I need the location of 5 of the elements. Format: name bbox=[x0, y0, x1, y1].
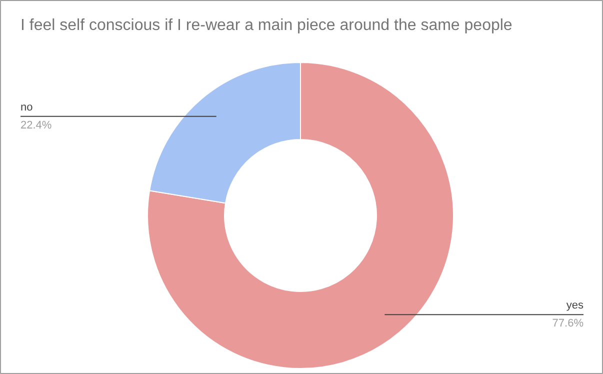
slice-label: no bbox=[20, 101, 33, 114]
slice-label: yes bbox=[566, 300, 584, 312]
chart-title: I feel self conscious if I re-wear a main piece around the same people bbox=[20, 17, 512, 34]
data-label: 22.4% bbox=[20, 119, 52, 132]
data-label: 77.6% bbox=[552, 318, 584, 330]
